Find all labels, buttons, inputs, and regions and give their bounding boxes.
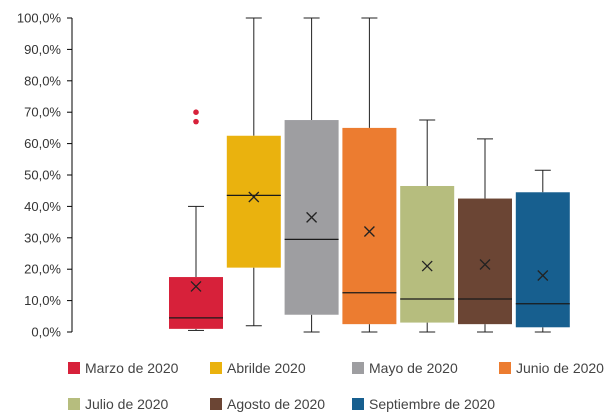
legend-swatch	[499, 362, 511, 374]
legend-label: Julio de 2020	[85, 396, 169, 412]
outlier-point	[193, 109, 199, 115]
y-tick-label: 40,0%	[24, 199, 61, 214]
mean-marker	[248, 191, 260, 203]
legend-label: Agosto de 2020	[227, 396, 325, 412]
box-group	[458, 138, 512, 333]
legend-item: Agosto de 2020	[210, 396, 325, 412]
y-tick-label: 50,0%	[24, 168, 61, 183]
y-tick-label: 30,0%	[24, 230, 61, 245]
box	[226, 135, 281, 268]
legend-swatch	[352, 398, 364, 410]
box-group	[515, 169, 570, 333]
y-tick-label: 80,0%	[24, 73, 61, 88]
y-tick-label: 90,0%	[24, 42, 61, 57]
y-tick-label: 100,0%	[17, 11, 62, 26]
mean-marker	[537, 270, 549, 281]
box	[515, 192, 570, 328]
legend-item: Julio de 2020	[68, 396, 169, 412]
y-tick-label: 20,0%	[24, 262, 61, 277]
legend: Marzo de 2020 Abrilde 2020 Mayo de 2020 Jun…	[68, 360, 604, 412]
legend-item: Abrilde 2020	[210, 360, 306, 376]
box-group	[342, 17, 397, 333]
mean-marker	[479, 259, 491, 270]
legend-item: Septiembre de 2020	[352, 396, 495, 412]
box-group	[226, 17, 281, 327]
legend-swatch	[210, 362, 222, 374]
y-tick-label: 0,0%	[31, 325, 61, 340]
box	[342, 127, 397, 325]
legend-item: Marzo de 2020	[68, 360, 179, 376]
legend-label: Abrilde 2020	[227, 360, 306, 376]
y-tick-label: 70,0%	[24, 105, 61, 120]
box	[400, 185, 455, 323]
legend-swatch	[210, 398, 222, 410]
y-tick-label: 10,0%	[24, 293, 61, 308]
box-group	[400, 119, 455, 333]
plot-area	[169, 17, 570, 333]
legend-label: Marzo de 2020	[85, 360, 179, 376]
outlier-point	[193, 118, 199, 125]
mean-marker	[190, 281, 202, 292]
legend-label: Junio de 2020	[516, 360, 604, 376]
mean-marker	[421, 260, 433, 272]
mean-marker	[363, 226, 375, 237]
mean-marker	[306, 211, 318, 223]
y-axis: 0,0% 10,0% 20,0% 30,0% 40,0% 50,0% 60,0% 70,0% 8…	[17, 11, 73, 340]
legend-label: Mayo de 2020	[369, 360, 458, 376]
legend-label: Septiembre de 2020	[369, 396, 495, 412]
legend-item: Mayo de 2020	[352, 360, 458, 376]
legend-item: Junio de 2020	[499, 360, 604, 376]
box	[169, 277, 223, 329]
legend-swatch	[352, 362, 364, 374]
y-tick-label: 60,0%	[24, 136, 61, 151]
box-group	[284, 17, 339, 333]
box-group	[169, 109, 223, 331]
legend-swatch	[68, 398, 80, 410]
legend-swatch	[68, 362, 80, 374]
box	[458, 198, 512, 325]
